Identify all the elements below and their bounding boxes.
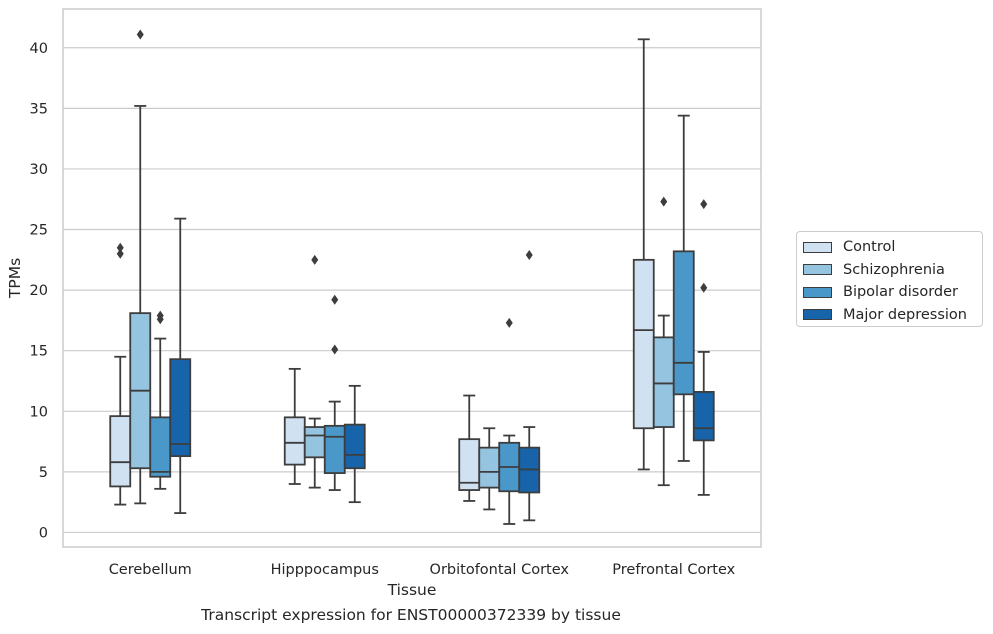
y-tick-label: 15 [30, 344, 48, 360]
box [692, 391, 715, 442]
x-tick-label: Prefrontal Cortex [612, 562, 735, 578]
x-tick-label: Orbitofontal Cortex [430, 562, 570, 578]
legend-item: Bipolar disorder [803, 281, 982, 304]
legend-swatch [803, 286, 832, 298]
legend-swatch [803, 241, 832, 253]
legend-label: Bipolar disorder [843, 284, 958, 301]
y-tick-label: 10 [30, 404, 48, 420]
legend-label: Major depression [843, 306, 967, 323]
outlier-point [525, 249, 533, 260]
outlier-point [700, 282, 708, 293]
legend-label: Control [843, 239, 896, 256]
box [632, 258, 655, 430]
outlier-point [116, 248, 124, 259]
x-tick-label: Cerebellum [109, 562, 192, 578]
legend-swatch [803, 309, 832, 321]
legend: Control Schizophrenia Bipolar disorder Majo… [796, 231, 983, 327]
chart-caption: Transcript expression for ENST0000037233… [201, 606, 621, 624]
outlier-point [700, 199, 708, 210]
box [303, 426, 326, 459]
box [283, 416, 306, 466]
legend-item: Major depression [803, 304, 982, 327]
box [672, 250, 695, 396]
box [109, 415, 132, 488]
series-schizophrenia [129, 29, 675, 511]
outlier-point [116, 242, 124, 253]
box [478, 446, 501, 489]
box [343, 423, 366, 470]
series-bipolar-disorder [149, 114, 695, 525]
box-series [109, 29, 715, 525]
series-control [109, 38, 655, 506]
outlier-point [505, 317, 513, 328]
x-axis-label: Tissue [387, 581, 437, 599]
y-tick-label: 35 [30, 101, 48, 117]
box [169, 358, 192, 458]
y-tick-label: 5 [39, 465, 48, 481]
y-tick-label: 30 [30, 162, 48, 178]
box [149, 416, 172, 478]
y-tick-label: 40 [30, 41, 48, 57]
legend-item: Control [803, 236, 982, 259]
legend-item: Schizophrenia [803, 259, 982, 282]
outlier-point [311, 254, 319, 265]
outlier-point [660, 196, 668, 207]
outlier-point [331, 344, 339, 355]
y-tick-label: 20 [30, 283, 48, 299]
legend-swatch [803, 264, 832, 276]
y-axis-label: TPMs [6, 258, 24, 299]
box [652, 336, 675, 428]
outlier-point [156, 310, 164, 321]
y-tick-label: 25 [30, 223, 48, 239]
legend-label: Schizophrenia [843, 261, 945, 278]
y-tick-labels: 0 5 10 15 20 25 30 35 40 [30, 41, 48, 542]
x-tick-labels: Cerebellum Hipppocampus Orbitofontal Corte… [109, 562, 736, 578]
y-tick-label: 0 [39, 525, 48, 541]
outlier-point [136, 29, 144, 40]
grid-lines [63, 47, 761, 534]
series-major-depression [169, 199, 715, 522]
x-tick-label: Hipppocampus [271, 562, 379, 578]
box [323, 424, 346, 474]
outlier-point [331, 294, 339, 305]
